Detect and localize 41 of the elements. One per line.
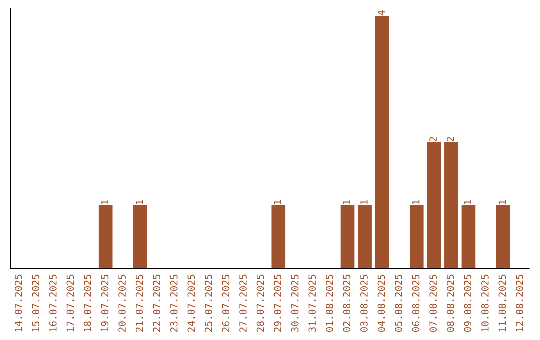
data-label: 1 [464, 200, 472, 204]
data-label: 1 [101, 200, 109, 204]
x-tick-label: 07.08.2025 [430, 274, 438, 332]
x-tick-label: 11.08.2025 [498, 274, 506, 332]
x-tick-label: 06.08.2025 [412, 274, 420, 332]
x-tick-label: 25.07.2025 [205, 274, 212, 332]
data-label: 1 [412, 200, 420, 204]
x-tick-label: 15.07.2025 [32, 274, 40, 332]
x-tick-label: 04.08.2025 [378, 274, 386, 332]
x-tick-label: 28.07.2025 [256, 274, 264, 332]
x-tick-label: 21.07.2025 [136, 274, 144, 332]
x-tick-label: 10.08.2025 [481, 274, 489, 332]
x-tick-label: 02.08.2025 [343, 274, 351, 332]
data-label: 2 [430, 137, 437, 142]
x-tick-label: 27.07.2025 [240, 274, 247, 332]
data-label: 1 [360, 200, 368, 204]
x-tick-label: 26.07.2025 [222, 274, 230, 332]
x-tick-label: 17.07.2025 [66, 274, 74, 332]
x-tick-label: 08.08.2025 [446, 274, 454, 332]
x-tick-label: 16.07.2025 [49, 274, 57, 332]
x-tick-label: 14.07.2025 [14, 274, 22, 332]
x-tick-label: 31.07.2025 [308, 274, 316, 332]
data-label: 2 [446, 137, 454, 142]
x-tick-label: 20.07.2025 [118, 274, 126, 332]
x-tick-label: 01.08.2025 [326, 274, 334, 332]
x-tick-label: 22.07.2025 [153, 274, 161, 332]
x-tick-label: 29.07.2025 [274, 274, 282, 332]
x-tick-label: 12.08.2025 [516, 274, 524, 332]
x-tick-label: 30.07.2025 [291, 274, 299, 332]
x-tick-label: 18.07.2025 [84, 274, 92, 332]
x-tick-label: 05.08.2025 [395, 274, 402, 332]
data-label: 1 [343, 200, 350, 204]
data-label: 4 [378, 10, 386, 16]
data-label: 1 [274, 200, 282, 204]
x-tick-label: 09.08.2025 [464, 274, 472, 332]
x-tick-label: 24.07.2025 [188, 274, 196, 332]
x-tick-label: 19.07.2025 [101, 274, 109, 332]
data-label: 1 [498, 200, 506, 204]
data-label: 1 [136, 200, 144, 204]
x-tick-label: 03.08.2025 [360, 274, 368, 332]
x-tick-label: 23.07.2025 [170, 274, 178, 332]
